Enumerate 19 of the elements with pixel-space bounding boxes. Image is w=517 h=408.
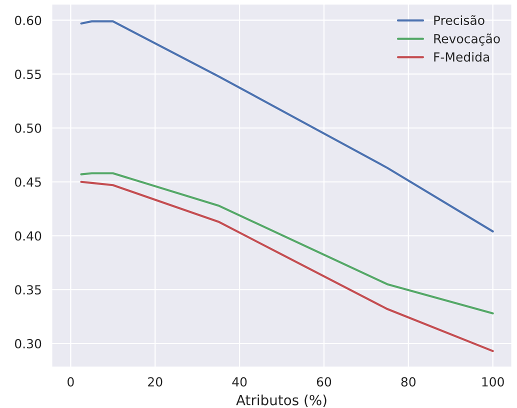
- x-tick-label: 80: [401, 377, 416, 387]
- legend-label: Precisão: [434, 15, 484, 26]
- y-tick-label: 0.60: [14, 16, 42, 26]
- x-tick-label: 0: [68, 377, 74, 387]
- line-series: [80, 172, 494, 314]
- x-tick-label: 20: [148, 377, 162, 387]
- x-tick-label: 40: [232, 377, 247, 387]
- legend-label: F-Medida: [434, 52, 490, 62]
- line-series: [80, 180, 494, 352]
- y-tick-label: 0.30: [14, 338, 42, 348]
- y-tick-label: 0.55: [14, 70, 41, 80]
- legend-label: Revocação: [434, 33, 500, 46]
- x-axis-title: Atributos (%): [236, 394, 326, 407]
- y-tick-label: 0.50: [14, 123, 42, 133]
- x-tick-label: 60: [316, 377, 332, 387]
- y-tick-label: 0.35: [14, 285, 41, 295]
- x-tick-label: 100: [482, 377, 504, 387]
- y-tick-label: 0.40: [14, 231, 42, 241]
- y-tick-label: 0.45: [14, 177, 41, 187]
